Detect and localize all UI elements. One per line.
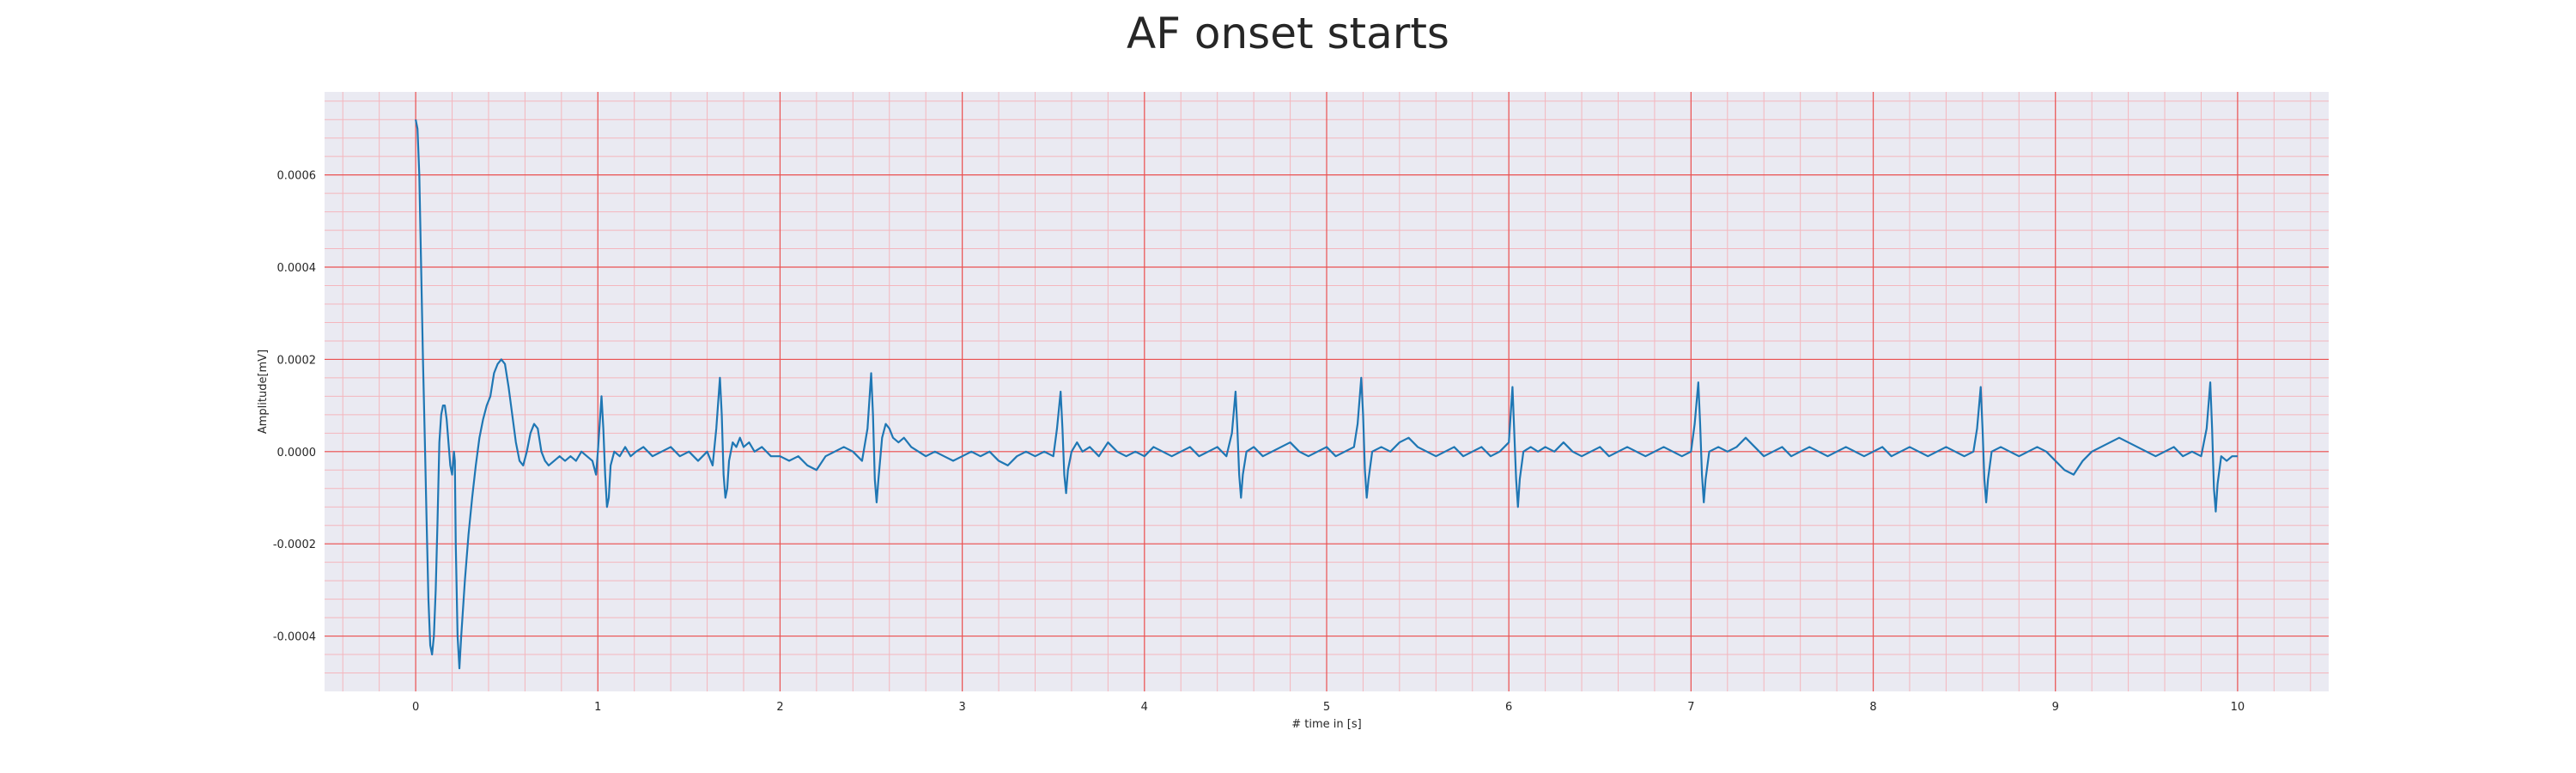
- y-tick-label: 0.0002: [277, 354, 317, 367]
- x-tick-label: 4: [1141, 701, 1148, 714]
- x-tick-label: 3: [958, 701, 965, 714]
- x-tick-label: 5: [1323, 701, 1330, 714]
- y-tick-label: 0.0004: [277, 262, 317, 275]
- y-tick-label: -0.0004: [273, 631, 316, 644]
- x-tick-label: 8: [1869, 701, 1876, 714]
- x-tick-label: 10: [2231, 701, 2245, 714]
- x-tick-label: 2: [776, 701, 783, 714]
- series-layer: [415, 119, 2238, 670]
- x-tick-label: 6: [1505, 701, 1512, 714]
- series-line-0: [415, 119, 2238, 670]
- y-tick-label: -0.0002: [273, 539, 316, 551]
- x-tick-label: 1: [594, 701, 601, 714]
- y-tick-label: 0.0000: [277, 447, 317, 460]
- chart-title: AF onset starts: [1127, 9, 1449, 58]
- x-tick-label: 0: [412, 701, 419, 714]
- y-tick-labels: -0.0004 -0.0002 0.0000 0.0002 0.0004 0.0006: [273, 170, 316, 644]
- x-tick-labels: 0 1 2 3 4 5 6 7 8 9 10: [412, 701, 2245, 714]
- x-tick-label: 9: [2052, 701, 2059, 714]
- y-axis-label: Amplitude[mV]: [257, 350, 270, 434]
- y-tick-label: 0.0006: [277, 170, 317, 183]
- x-tick-label: 7: [1687, 701, 1694, 714]
- x-axis-label: # time in [s]: [1291, 718, 1361, 731]
- major-grid: [325, 92, 2329, 691]
